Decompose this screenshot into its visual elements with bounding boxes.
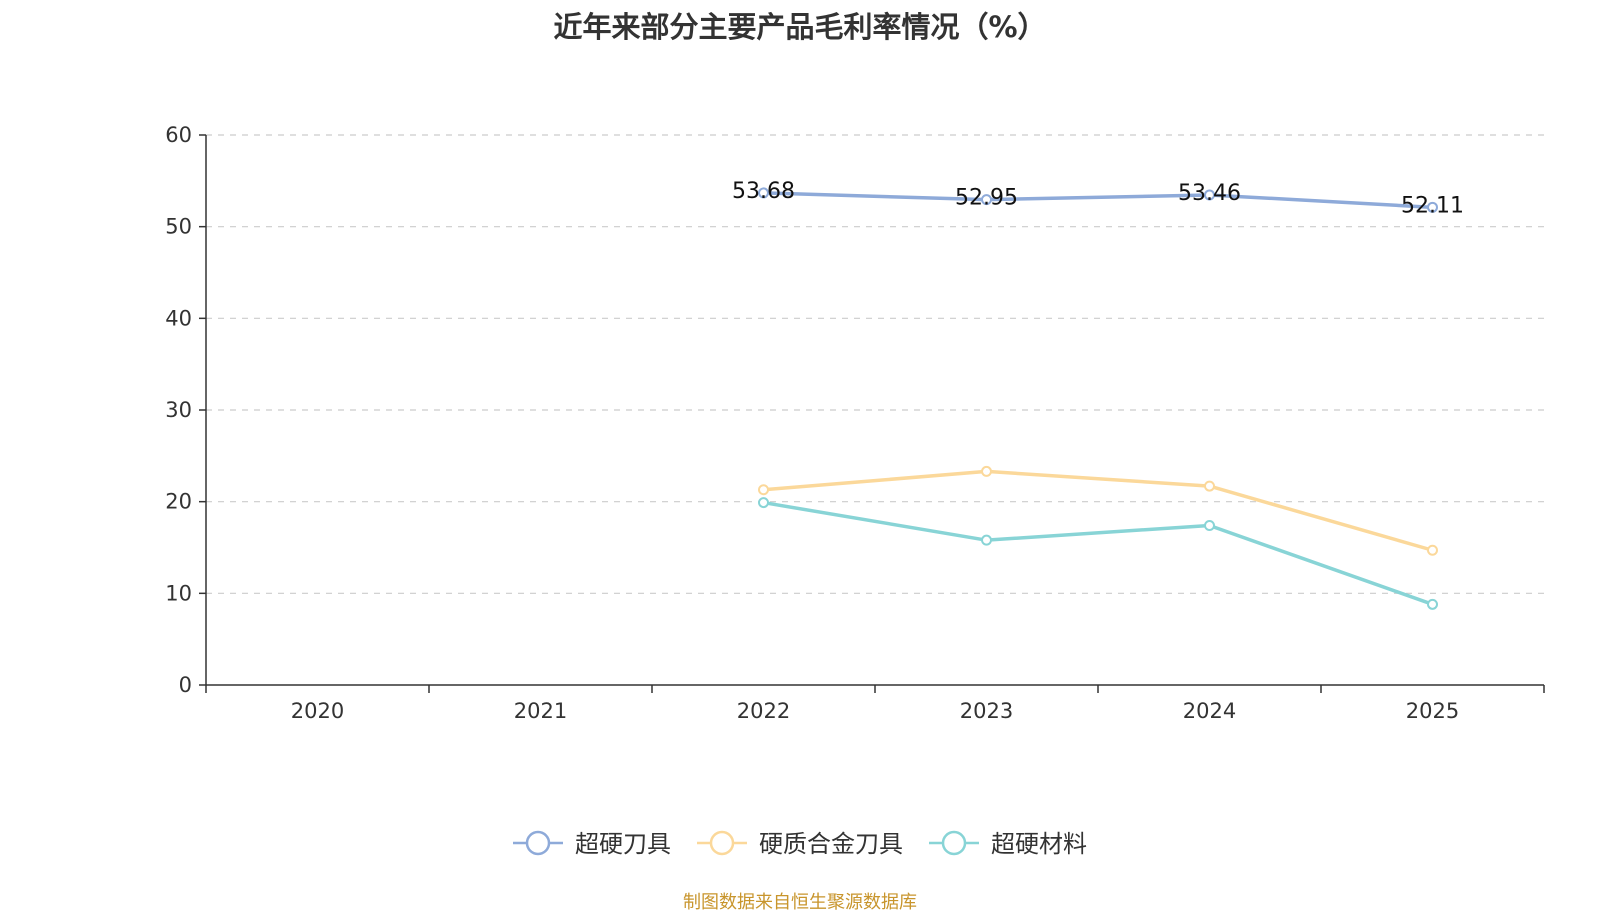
series-line (761, 500, 1435, 607)
legend-item[interactable]: 硬质合金刀具 (697, 830, 903, 858)
chart-title: 近年来部分主要产品毛利率情况（%） (553, 10, 1047, 44)
data-label: 53.68 (732, 179, 795, 204)
series-line (761, 191, 1435, 210)
legend-circle-icon (525, 830, 551, 856)
data-point[interactable] (758, 187, 769, 199)
y-tick-label: 60 (165, 123, 192, 147)
y-tick-label: 20 (165, 490, 192, 514)
data-point[interactable] (1427, 201, 1438, 213)
x-tick-label: 2025 (1406, 699, 1459, 723)
y-tick-label: 10 (165, 581, 192, 605)
legend-label: 超硬材料 (991, 830, 1087, 858)
data-point[interactable] (1204, 189, 1215, 201)
series-line (761, 469, 1435, 552)
data-label: 52.11 (1401, 193, 1464, 218)
legend-label: 硬质合金刀具 (759, 830, 903, 858)
legend-circle-icon (941, 830, 967, 856)
x-tick-label: 2020 (291, 699, 344, 723)
data-labels: 53.68 52.95 53.46 52.11 (732, 179, 1464, 218)
legend-item[interactable]: 超硬刀具 (513, 830, 671, 858)
legend-label: 超硬刀具 (575, 830, 671, 858)
series-lines (758, 187, 1438, 610)
x-tick-label: 2021 (514, 699, 567, 723)
axes: 0 10 20 30 40 50 60 2020 2021 2022 2023 2024 2025 (165, 123, 1545, 723)
data-point[interactable] (758, 484, 769, 496)
legend-circle-icon (709, 830, 735, 856)
data-point[interactable] (1204, 480, 1215, 492)
legend[interactable]: 超硬刀具 硬质合金刀具 超硬材料 (513, 830, 1087, 858)
data-point[interactable] (1427, 544, 1438, 556)
data-point[interactable] (1427, 598, 1438, 610)
legend-item[interactable]: 超硬材料 (929, 830, 1087, 858)
y-tick-label: 0 (179, 673, 192, 697)
source-note: 制图数据来自恒生聚源数据库 (683, 892, 917, 913)
x-tick-label: 2023 (960, 699, 1013, 723)
data-label: 52.95 (955, 186, 1018, 211)
data-point[interactable] (981, 194, 992, 206)
y-tick-label: 40 (165, 306, 192, 330)
data-point[interactable] (758, 497, 769, 509)
data-label: 53.46 (1178, 181, 1241, 206)
x-tick-label: 2022 (737, 699, 790, 723)
x-tick-label: 2024 (1183, 699, 1236, 723)
data-point[interactable] (981, 534, 992, 546)
y-tick-label: 50 (165, 215, 192, 239)
data-point[interactable] (1204, 520, 1215, 531)
data-point[interactable] (981, 465, 992, 477)
y-tick-label: 30 (165, 398, 192, 422)
